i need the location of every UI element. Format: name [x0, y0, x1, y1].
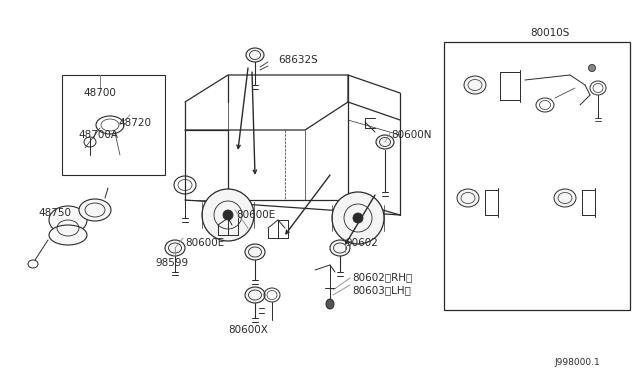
Text: 48700: 48700	[83, 88, 116, 98]
Circle shape	[202, 189, 254, 241]
Text: 80600E: 80600E	[185, 238, 224, 248]
Text: 48750: 48750	[38, 208, 71, 218]
Text: 90602: 90602	[345, 238, 378, 248]
Circle shape	[353, 213, 363, 223]
Ellipse shape	[330, 240, 350, 256]
Ellipse shape	[326, 299, 334, 309]
Ellipse shape	[246, 48, 264, 62]
Ellipse shape	[245, 244, 265, 260]
Text: 48720: 48720	[118, 118, 151, 128]
Text: 98599: 98599	[155, 258, 188, 268]
Text: J998000.1: J998000.1	[554, 358, 600, 367]
Text: 48700A: 48700A	[78, 130, 118, 140]
Ellipse shape	[49, 225, 87, 245]
Text: 68632S: 68632S	[278, 55, 317, 65]
Ellipse shape	[457, 189, 479, 207]
Text: 80600X: 80600X	[228, 325, 268, 335]
Ellipse shape	[464, 76, 486, 94]
Text: 80010S: 80010S	[530, 28, 570, 38]
Bar	[444, 42, 630, 310]
Bar	[62, 75, 165, 175]
Ellipse shape	[589, 64, 595, 71]
Ellipse shape	[245, 287, 265, 303]
Ellipse shape	[49, 206, 87, 234]
Text: 80603〈LH〉: 80603〈LH〉	[352, 285, 411, 295]
Ellipse shape	[554, 189, 576, 207]
Ellipse shape	[376, 135, 394, 149]
Text: 80602〈RH〉: 80602〈RH〉	[352, 272, 412, 282]
Ellipse shape	[165, 240, 185, 256]
Circle shape	[223, 210, 233, 220]
Ellipse shape	[79, 199, 111, 221]
Text: 80600N: 80600N	[391, 130, 431, 140]
Text: 80600E: 80600E	[236, 210, 275, 220]
Circle shape	[332, 192, 384, 244]
